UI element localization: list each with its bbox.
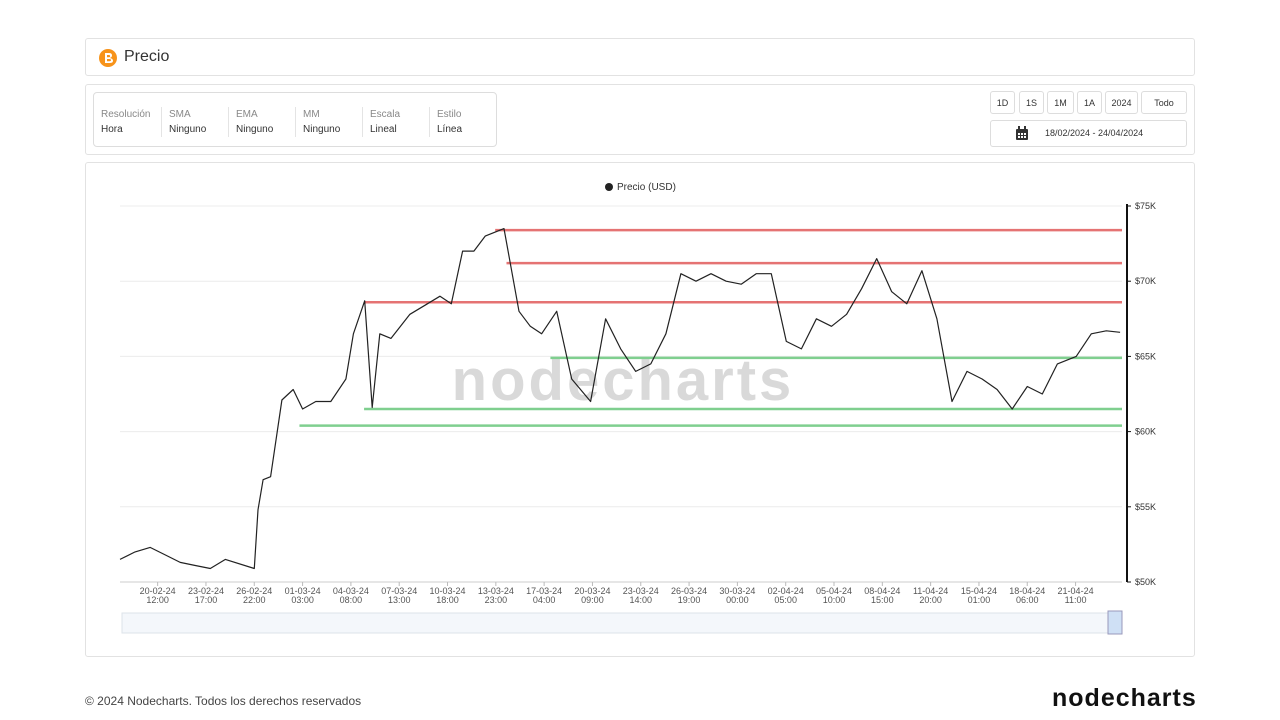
x-tick-label: 15-04-24 01:00 <box>960 586 997 605</box>
x-tick-label: 21-04-24 11:00 <box>1057 586 1094 605</box>
y-tick-label: $50K <box>1135 577 1156 587</box>
y-tick-label: $65K <box>1135 351 1156 361</box>
x-tick-label: 30-03-24 00:00 <box>719 586 756 605</box>
range-button[interactable]: 1A <box>1077 91 1102 114</box>
calendar-icon <box>1016 126 1028 140</box>
range-button[interactable]: 1D <box>990 91 1015 114</box>
setting-label: SMA <box>169 109 191 120</box>
page-title: Precio <box>124 48 170 65</box>
settings-box: Resolución Hora SMA Ninguno EMA Ninguno MM Ning… <box>93 92 497 147</box>
navigator-handle[interactable] <box>1107 610 1123 635</box>
range-button[interactable]: 1M <box>1047 91 1074 114</box>
x-tick-label: 23-02-24 17:00 <box>187 586 224 605</box>
setting[interactable]: MM Ninguno <box>295 107 340 137</box>
setting-value: Ninguno <box>303 124 341 135</box>
x-tick-label: 13-03-24 23:00 <box>477 586 514 605</box>
price-line <box>119 228 1121 570</box>
setting-value: Ninguno <box>236 124 274 135</box>
navigator[interactable] <box>121 612 1123 634</box>
setting-value: Lineal <box>370 124 397 135</box>
x-tick-label: 04-03-24 08:00 <box>332 586 369 605</box>
setting-label: Estilo <box>437 109 462 120</box>
footer-logo: nodecharts <box>1052 684 1197 712</box>
setting[interactable]: Escala Lineal <box>362 107 400 137</box>
range-button[interactable]: 1S <box>1019 91 1044 114</box>
header-panel: Precio <box>85 38 1195 76</box>
x-tick-label: 26-03-24 19:00 <box>671 586 708 605</box>
date-range: 18/02/2024 - 24/04/2024 <box>1045 128 1144 138</box>
x-tick-label: 26-02-24 22:00 <box>236 586 273 605</box>
setting-label: Resolución <box>101 109 151 120</box>
x-tick-label: 10-03-24 18:00 <box>429 586 466 605</box>
y-tick-label: $70K <box>1135 276 1156 286</box>
setting[interactable]: SMA Ninguno <box>161 107 206 137</box>
x-tick-label: 20-02-24 12:00 <box>139 586 176 605</box>
setting[interactable]: Resolución Hora <box>94 107 150 137</box>
x-tick-label: 07-03-24 13:00 <box>381 586 418 605</box>
range-button[interactable]: Todo <box>1141 91 1187 114</box>
legend-marker <box>605 183 613 191</box>
x-tick-label: 01-03-24 03:00 <box>284 586 321 605</box>
setting[interactable]: Estilo Línea <box>429 107 462 137</box>
setting-value: Ninguno <box>169 124 207 135</box>
setting-label: EMA <box>236 109 258 120</box>
x-tick-label: 23-03-24 14:00 <box>622 586 659 605</box>
x-tick-label: 11-04-24 20:00 <box>912 586 949 605</box>
setting-value: Hora <box>101 124 123 135</box>
y-tick-label: $60K <box>1135 427 1156 437</box>
setting[interactable]: EMA Ninguno <box>228 107 273 137</box>
range-button[interactable]: 2024 <box>1105 91 1138 114</box>
y-tick-label: $75K <box>1135 201 1156 211</box>
x-tick-label: 08-04-24 15:00 <box>864 586 901 605</box>
bitcoin-icon <box>99 49 117 67</box>
x-tick-label: 17-03-24 04:00 <box>526 586 563 605</box>
x-tick-label: 02-04-24 05:00 <box>767 586 804 605</box>
x-tick-label: 20-03-24 09:00 <box>574 586 611 605</box>
copyright: © 2024 Nodecharts. Todos los derechos re… <box>85 694 362 708</box>
y-tick-label: $55K <box>1135 502 1156 512</box>
setting-label: Escala <box>370 109 401 120</box>
legend-label: Precio (USD) <box>617 182 676 193</box>
x-tick-label: 05-04-24 10:00 <box>815 586 853 605</box>
setting-value: Línea <box>437 124 463 135</box>
x-tick-label: 18-04-24 06:00 <box>1009 586 1046 605</box>
date-picker[interactable]: 18/02/2024 - 24/04/2024 <box>990 120 1187 147</box>
setting-label: MM <box>303 109 320 120</box>
controls-panel: Resolución Hora SMA Ninguno EMA Ninguno MM Ning… <box>85 84 1195 155</box>
